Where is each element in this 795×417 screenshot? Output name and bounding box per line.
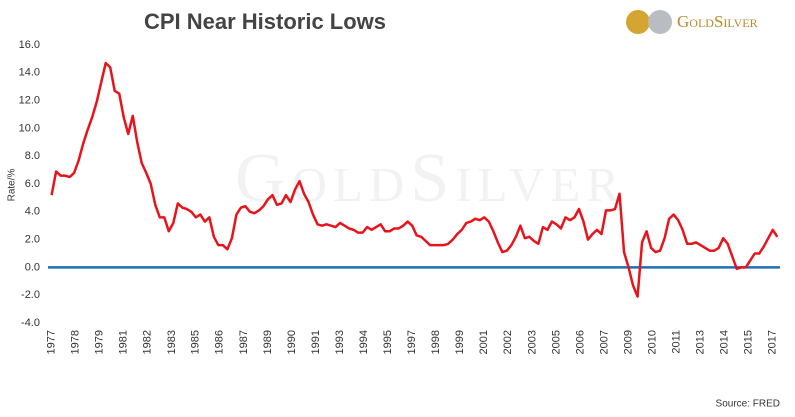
y-tick-label: -2.0 xyxy=(21,289,40,301)
cpi-line xyxy=(50,61,779,298)
x-tick-label: 2013 xyxy=(695,330,707,354)
x-tick-label: 1990 xyxy=(286,330,298,354)
x-tick-label: 1995 xyxy=(382,330,394,354)
x-tick-label: 1994 xyxy=(358,330,370,354)
y-tick-label: 10.0 xyxy=(19,122,40,134)
x-tick-label: 2009 xyxy=(622,330,634,354)
x-tick-label: 2002 xyxy=(502,330,514,354)
x-tick-label: 2010 xyxy=(646,330,658,354)
x-tick-label: 1977 xyxy=(46,330,58,354)
y-tick-label: 6.0 xyxy=(25,178,40,190)
x-tick-label: 2014 xyxy=(719,330,731,354)
watermark: GoldSilver xyxy=(235,140,625,217)
x-tick-label: 1997 xyxy=(406,330,418,354)
y-tick-label: 12.0 xyxy=(19,95,40,107)
x-tick-label: 2006 xyxy=(574,330,586,354)
x-tick-label: 1993 xyxy=(334,330,346,354)
x-tick-label: 1986 xyxy=(214,330,226,354)
x-tick-label: 1991 xyxy=(310,330,322,354)
logo-coin-silver xyxy=(648,10,672,34)
x-tick-label: 2001 xyxy=(478,330,490,354)
x-tick-label: 1998 xyxy=(430,330,442,354)
x-tick-label: 1978 xyxy=(69,330,81,354)
x-tick-label: 1999 xyxy=(454,330,466,354)
y-axis-label: Rate/% xyxy=(7,168,18,201)
x-tick-label: 2003 xyxy=(526,330,538,354)
y-tick-label: 4.0 xyxy=(25,206,40,218)
x-tick-label: 1982 xyxy=(142,330,154,354)
y-tick-label: 16.0 xyxy=(19,39,40,51)
y-tick-label: 2.0 xyxy=(25,234,40,246)
x-tick-label: 2011 xyxy=(671,330,683,354)
logo-coin-gold xyxy=(626,10,650,34)
x-tick-label: 2007 xyxy=(598,330,610,354)
x-tick-label: 1989 xyxy=(262,330,274,354)
x-tick-label: 2017 xyxy=(767,330,779,354)
x-tick-label: 1983 xyxy=(166,330,178,354)
x-tick-label: 1981 xyxy=(118,330,130,354)
y-tick-label: 8.0 xyxy=(25,150,40,162)
chart-title: CPI Near Historic Lows xyxy=(144,9,386,34)
x-tick-label: 2005 xyxy=(550,330,562,354)
source: Source: FRED xyxy=(716,399,780,410)
x-tick-label: 1985 xyxy=(190,330,202,354)
x-tick-label: 1979 xyxy=(94,330,106,354)
x-tick-label: 1987 xyxy=(238,330,250,354)
y-tick-label: 0.0 xyxy=(25,261,40,273)
y-tick-label: -4.0 xyxy=(21,317,40,329)
y-tick-label: 14.0 xyxy=(19,67,40,79)
x-tick-label: 2015 xyxy=(743,330,755,354)
logo-text: GoldSilver xyxy=(677,12,758,31)
